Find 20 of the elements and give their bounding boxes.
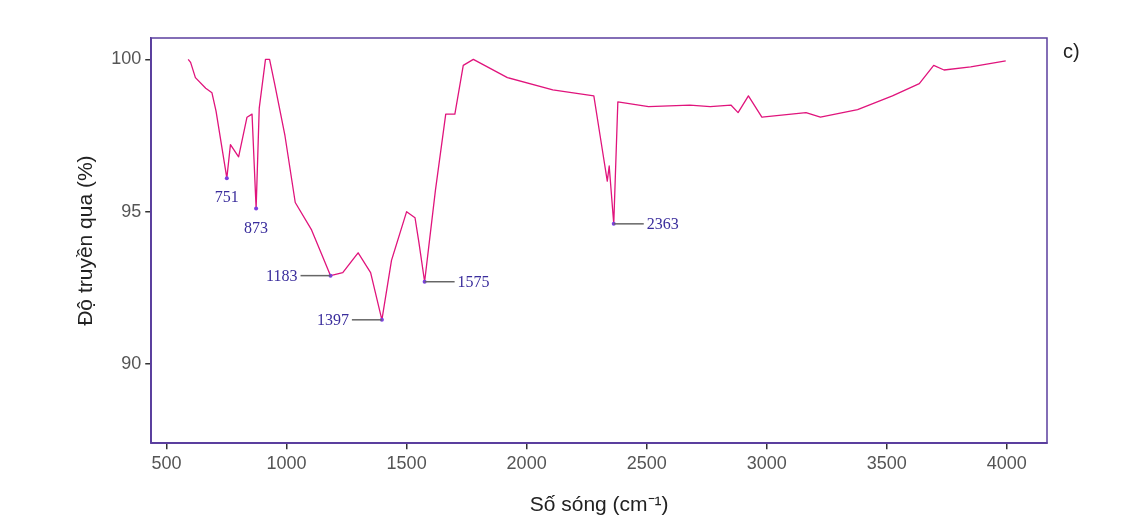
x-tick-label: 1500 [386,452,427,473]
y-tick-label: 100 [111,48,142,69]
annotation: 1397 [316,311,349,329]
text: c) [1063,39,1080,62]
x-tick-label: 2000 [506,452,547,473]
x-tick-label: 3000 [746,452,787,473]
annotation: 873 [244,218,269,236]
x-axis-title: Số sóng (cm⁻¹) [529,492,669,516]
annotation: 2363 [646,215,679,233]
y-tick-label: 90 [121,352,142,373]
x-tick-label: 4000 [986,452,1027,473]
y-axis-title: Độ truyền qua (%) [73,155,97,326]
x-tick-label: 2500 [626,452,667,473]
x-tick-label: 1000 [266,452,307,473]
annotation: 1183 [266,266,298,284]
annotation: 751 [214,188,239,206]
x-tick-label: 500 [151,452,182,473]
annotation: 1575 [457,272,490,290]
y-tick-label: 95 [121,200,142,221]
x-tick-label: 3500 [866,452,907,473]
